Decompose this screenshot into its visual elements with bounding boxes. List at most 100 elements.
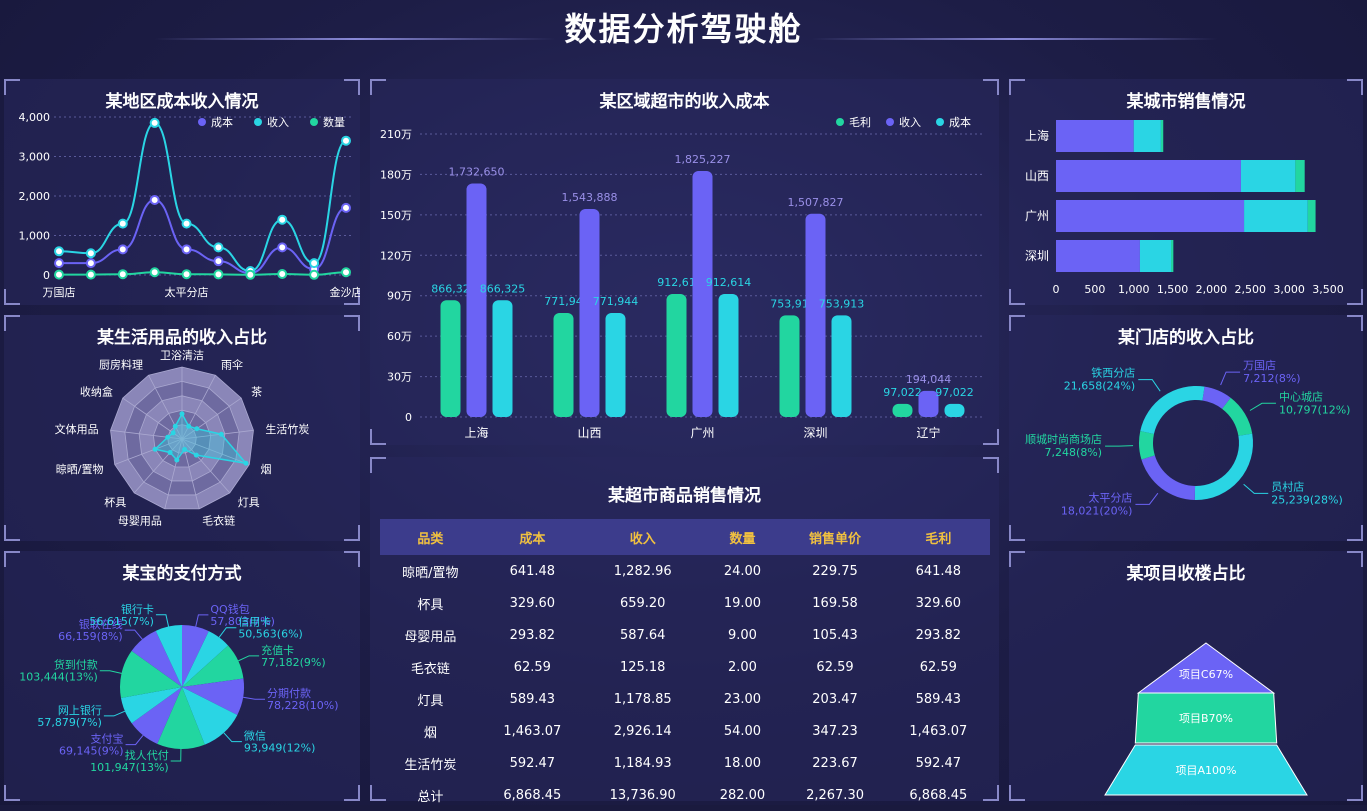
bar-label: 97,022 <box>883 386 922 399</box>
donut-label-name: 万国店 <box>1243 358 1276 372</box>
sales-table-title: 某超市商品销售情况 <box>608 486 761 506</box>
pie-label-value: 93,949(12%) <box>244 742 316 755</box>
pie-label-name: 微信 <box>244 729 266 743</box>
series-line-成本 <box>59 198 347 275</box>
pie-label-name: QQ钱包 <box>210 602 249 616</box>
bar-成本 <box>831 315 852 417</box>
pie-leader <box>125 734 144 746</box>
pie-leader <box>223 732 242 743</box>
bar-成本 <box>492 300 513 417</box>
y-tick-label: 0 <box>405 411 412 424</box>
data-point <box>117 269 128 280</box>
bar-segment <box>1307 200 1316 232</box>
pie-slice <box>182 645 244 687</box>
pie-label-value: 69,145(9%) <box>59 745 124 758</box>
x-tick-label: 1,500 <box>1157 283 1189 296</box>
y-tick-label: 0 <box>43 269 50 282</box>
y-tick-label: 2,000 <box>19 190 51 203</box>
pie-slice <box>182 625 209 687</box>
table-header-row: 品类 成本 收入 数量 销售单价 毛利 <box>380 519 990 555</box>
data-point <box>85 269 96 280</box>
radar-point <box>170 430 176 436</box>
radar-indicator-label: 灯具 <box>238 496 260 509</box>
donut-label-value: 18,021(20%) <box>1061 504 1133 517</box>
x-tick-label: 上海 <box>464 425 488 440</box>
table-header-cell: 成本 <box>480 519 584 555</box>
table-cell: 641.48 <box>509 563 556 579</box>
donut-label-name: 中心城店 <box>1279 389 1323 403</box>
table-cell: 19.00 <box>723 595 762 611</box>
legend-marker <box>936 118 944 126</box>
table-cell: 589.43 <box>509 691 556 707</box>
radar-axis <box>181 438 250 465</box>
bar-收入 <box>579 208 600 417</box>
radar-axis <box>133 438 183 494</box>
table-cell: 总计 <box>417 789 444 805</box>
x-tick-label: 2,000 <box>1196 283 1228 296</box>
donut-leader <box>1220 371 1241 386</box>
radar-title: 某生活用品的收入占比 <box>97 328 267 348</box>
bar-segment <box>1056 200 1245 232</box>
radar-axis <box>114 438 183 465</box>
table-cell: 24.00 <box>723 563 762 579</box>
radar-point <box>186 423 192 429</box>
bar-毛利 <box>553 312 574 417</box>
donut-slice <box>1222 397 1253 436</box>
legend-marker <box>254 118 262 126</box>
series-line-数量 <box>59 271 347 276</box>
y-tick-label: 180万 <box>380 168 412 181</box>
legend-marker <box>886 118 894 126</box>
radar-indicator-label: 茶 <box>251 385 262 398</box>
table-cell: 62.59 <box>816 659 854 675</box>
bar-label: 1,732,650 <box>449 166 505 179</box>
table-cell: 18.00 <box>723 755 762 771</box>
series-line-收入 <box>58 121 347 273</box>
bar-收入 <box>692 171 713 417</box>
legend-label: 收入 <box>899 115 921 129</box>
legend-marker <box>198 118 206 126</box>
donut-leader <box>1243 483 1269 494</box>
table-cell: 293.82 <box>915 627 962 643</box>
y-tick-label: 90万 <box>387 290 412 303</box>
panel-supermarket: 某区域超市的收入成本 210万 180万 150万 120万 90万 60万 30万 0 上海 8… <box>370 79 999 445</box>
data-point <box>54 246 64 257</box>
funnel-stage <box>1104 744 1308 796</box>
pie-slice <box>155 625 182 687</box>
radar-indicator-label: 杯具 <box>104 495 126 509</box>
table-row: 烟 1,463.07 2,926.14 54.00 347.23 1,463.07 <box>380 715 990 747</box>
bar-segment <box>1056 240 1140 272</box>
donut-label-value: 7,248(8%) <box>1045 446 1103 459</box>
bar-segment <box>1295 160 1305 192</box>
pie-label-name: 网上银行 <box>58 703 102 717</box>
table-row: 母婴用品 293.82 587.64 9.00 105.43 293.82 <box>380 619 990 651</box>
data-point <box>341 135 351 146</box>
x-tick-label: 太平分店 <box>165 285 209 299</box>
radar-point <box>167 449 173 455</box>
bar-毛利 <box>779 315 800 417</box>
data-point <box>54 258 64 269</box>
y-tick-label: 深圳 <box>1025 249 1049 263</box>
table-cell: 母婴用品 <box>404 629 457 645</box>
funnel-label: 项目A100% <box>1176 764 1237 777</box>
bar-label: 1,825,227 <box>675 153 731 166</box>
donut-label-value: 10,797(12%) <box>1279 403 1351 416</box>
panel-cost-income: 某地区成本收入情况 4,000 3,000 2,000 1,000 0 万国店 太平分店 金沙… <box>4 79 360 305</box>
bar-segment <box>1139 240 1172 272</box>
radar-indicator-label: 卫浴清洁 <box>160 349 204 362</box>
pie-leader <box>170 748 182 762</box>
pie-label-value: 101,947(13%) <box>90 761 169 774</box>
table-cell: 587.64 <box>619 627 666 643</box>
pie-label-name: 银联在线 <box>79 617 123 631</box>
donut-slice <box>1139 431 1155 460</box>
funnel-label: 项目C67% <box>1179 668 1233 681</box>
table-cell: 223.67 <box>812 755 858 771</box>
data-point <box>213 269 224 280</box>
pie-slice <box>120 687 182 724</box>
pie-label-name: 充值卡 <box>261 643 294 657</box>
data-point <box>213 256 224 267</box>
x-tick-label: 金沙店 <box>330 285 361 299</box>
x-tick-label: 1,000 <box>1118 283 1150 296</box>
data-point <box>341 267 351 278</box>
